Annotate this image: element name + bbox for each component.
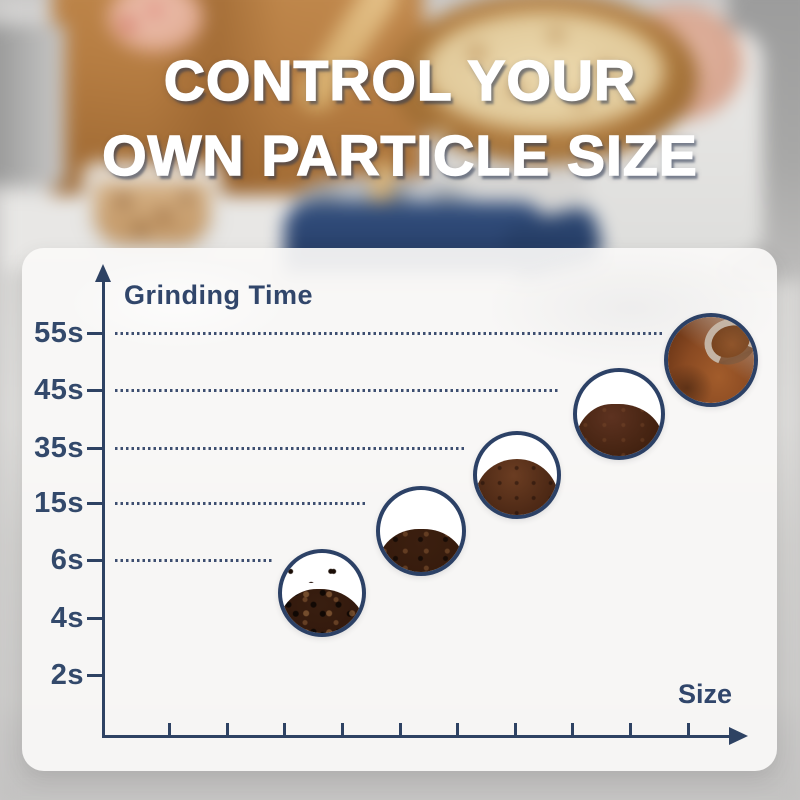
y-tick-label-45s: 45s: [34, 374, 84, 406]
appliance: [0, 25, 65, 185]
sample-photo-fine: [573, 368, 665, 460]
x-tick-mark: [399, 723, 402, 736]
coarse-crumbs: [282, 559, 362, 584]
sample-photo-medium: [473, 431, 561, 519]
chart-panel: Grinding Time Size 55s 45s 35s 15s 6s 4s…: [22, 248, 777, 771]
y-tick-label-4s: 4s: [50, 602, 84, 634]
y-axis-title: Grinding Time: [124, 280, 314, 310]
x-tick-mark: [687, 723, 690, 736]
fingernail: [121, 20, 134, 30]
falling-almond: [436, 128, 450, 136]
x-tick-mark: [168, 723, 171, 736]
x-tick-mark: [283, 723, 286, 736]
jar-nuts: [94, 182, 210, 244]
guide-line-55s: [115, 332, 662, 335]
y-tick-mark: [87, 617, 103, 620]
x-axis-arrow-icon: [729, 727, 748, 745]
y-axis-arrow-icon: [95, 264, 111, 282]
sample-photo-coarse: [278, 549, 366, 637]
y-tick-label-35s: 35s: [34, 432, 84, 464]
falling-almond: [452, 172, 462, 178]
x-tick-mark: [341, 723, 344, 736]
y-tick-mark: [87, 559, 103, 562]
y-tick-label-55s: 55s: [34, 317, 84, 349]
fingernail: [149, 6, 161, 15]
guide-line-35s: [115, 447, 465, 450]
y-axis-line: [102, 280, 105, 738]
y-tick-label-6s: 6s: [50, 544, 84, 576]
y-tick-label-2s: 2s: [50, 659, 84, 691]
x-tick-mark: [571, 723, 574, 736]
x-axis-line: [102, 735, 733, 738]
medium-pile: [477, 459, 557, 515]
powder-shadow: [668, 364, 713, 403]
y-tick-mark: [87, 502, 103, 505]
y-tick-label-15s: 15s: [34, 487, 84, 519]
y-tick-mark: [87, 389, 103, 392]
x-tick-mark: [456, 723, 459, 736]
headline: CONTROL YOUR OWN PARTICLE SIZE: [0, 44, 800, 193]
headline-line-2: OWN PARTICLE SIZE: [102, 123, 698, 188]
x-axis-title: Size: [677, 679, 732, 709]
x-tick-mark: [514, 723, 517, 736]
x-tick-mark: [226, 723, 229, 736]
falling-almond: [470, 150, 482, 157]
almond-slices: [424, 12, 664, 130]
x-tick-mark: [629, 723, 632, 736]
y-tick-mark: [87, 447, 103, 450]
headline-line-1: CONTROL YOUR: [163, 48, 637, 113]
guide-line-15s: [115, 502, 368, 505]
guide-line-6s: [115, 559, 273, 562]
y-tick-mark: [87, 332, 103, 335]
y-tick-mark: [87, 674, 103, 677]
coarse-grounds-pile: [282, 589, 362, 633]
guide-line-45s: [115, 389, 558, 392]
medium-coarse-pile: [380, 529, 462, 572]
sample-photo-medium-coarse: [376, 486, 466, 576]
fine-powder-pile: [577, 403, 661, 456]
sample-photo-extra-fine: [664, 313, 758, 407]
